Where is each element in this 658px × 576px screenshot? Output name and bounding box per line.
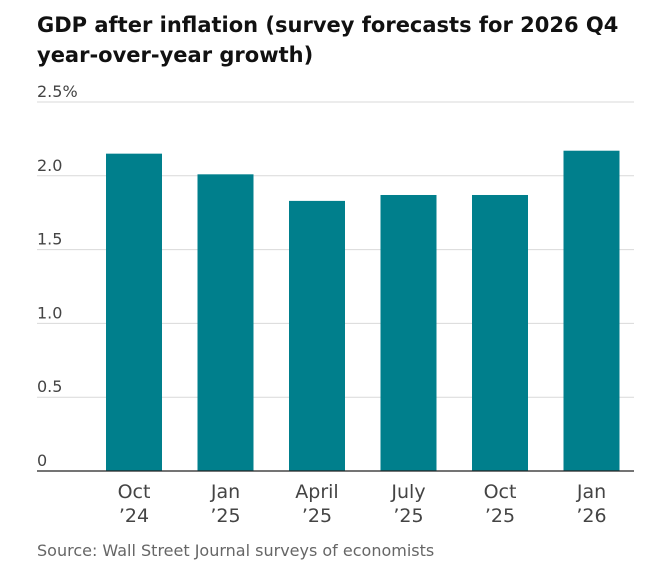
bar xyxy=(106,153,162,471)
y-tick-label: 1.0 xyxy=(37,303,62,322)
x-tick-label-month: July xyxy=(390,481,425,503)
x-tick-label-month: April xyxy=(295,481,338,503)
bar xyxy=(197,174,254,471)
x-tick-label-month: Oct xyxy=(484,481,517,503)
y-tick-label: 1.5 xyxy=(37,230,62,249)
y-tick-label: 2.0 xyxy=(37,156,62,175)
source-note: Source: Wall Street Journal surveys of e… xyxy=(37,541,435,560)
bar xyxy=(472,194,528,471)
chart-title: GDP after inflation (survey forecasts fo… xyxy=(37,13,619,67)
x-tick-label-year: ’24 xyxy=(119,505,149,527)
x-tick-label-year: ’25 xyxy=(210,505,240,527)
x-tick-label-month: Jan xyxy=(576,481,606,503)
y-tick-label: 0 xyxy=(37,451,47,470)
y-axis-ticks: 0 0.5 1.0 1.5 2.0 2.5% xyxy=(37,82,78,470)
y-tick-label: 2.5% xyxy=(37,82,78,101)
bar xyxy=(380,194,437,471)
x-tick-label-year: ’25 xyxy=(485,505,515,527)
bar xyxy=(563,150,620,471)
x-tick-label-year: ’25 xyxy=(393,505,423,527)
x-tick-label-year: ’25 xyxy=(302,505,332,527)
x-tick-label-month: Jan xyxy=(210,481,240,503)
bar xyxy=(289,200,345,471)
x-tick-label-month: Oct xyxy=(118,481,151,503)
x-tick-label-year: ’26 xyxy=(576,505,606,527)
y-tick-label: 0.5 xyxy=(37,377,62,396)
bars xyxy=(106,150,620,471)
